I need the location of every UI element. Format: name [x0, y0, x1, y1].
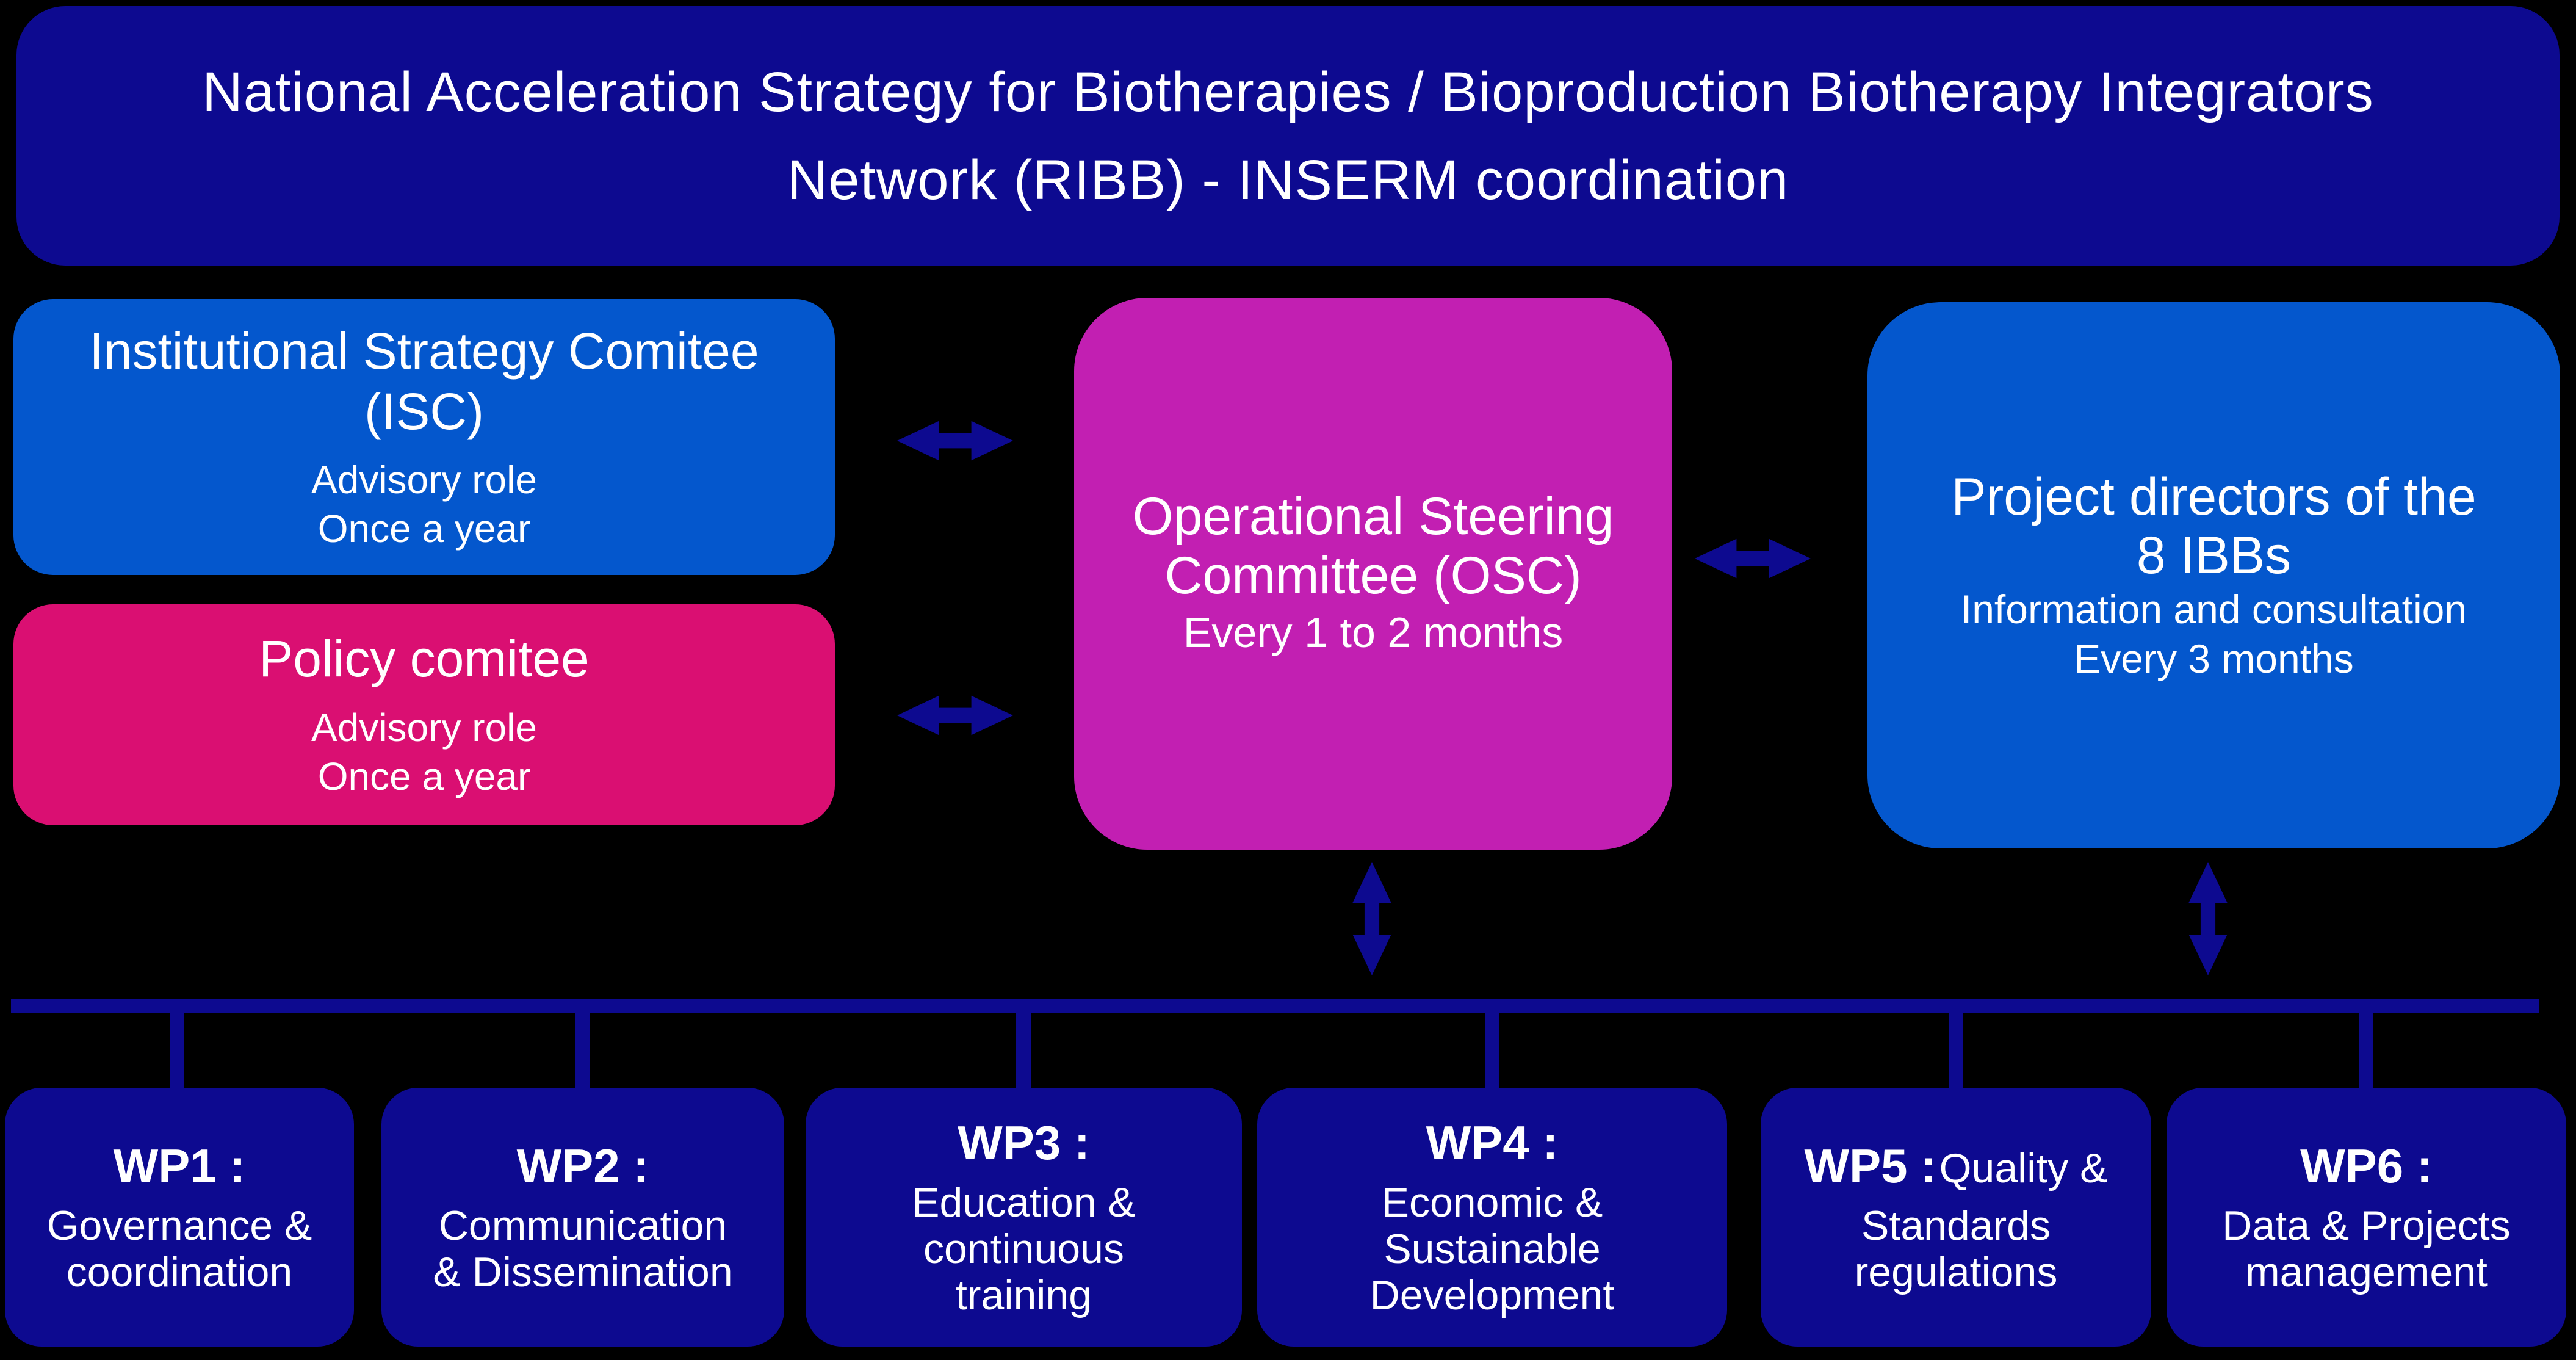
wp3-title: WP3 :	[958, 1116, 1090, 1171]
double-arrow-horizontal-icon	[897, 421, 1013, 461]
isc-body-line1: Advisory role	[311, 458, 537, 502]
wp3-box: WP3 : Education & continuous training	[806, 1088, 1242, 1347]
double-arrow-vertical-icon	[2187, 862, 2229, 975]
osc-box: Operational Steering Committee (OSC) Eve…	[1074, 298, 1672, 850]
wp3-line2: continuous	[923, 1225, 1124, 1272]
wp2-title: WP2 :	[517, 1139, 649, 1194]
policy-box: Policy comitee Advisory role Once a year	[13, 604, 835, 825]
wp1-box: WP1 : Governance & coordination	[5, 1088, 354, 1347]
wp4-connector-stem	[1485, 1012, 1499, 1090]
project-directors-box: Project directors of the 8 IBBs Informat…	[1867, 302, 2560, 848]
directors-body-line2: Every 3 months	[2074, 635, 2354, 681]
directors-body-line1: Information and consultation	[1960, 587, 2467, 632]
wp6-box: WP6 : Data & Projects management	[2167, 1088, 2566, 1347]
wp6-line2: management	[2245, 1248, 2488, 1295]
wp-connector-bar	[11, 999, 2539, 1013]
osc-title-line1: Operational Steering	[1132, 487, 1614, 546]
isc-box: Institutional Strategy Comitee (ISC) Adv…	[13, 299, 835, 575]
double-arrow-horizontal-icon	[897, 695, 1013, 736]
wp2-line2: & Dissemination	[433, 1248, 733, 1295]
wp5-inline: Quality &	[1939, 1145, 2108, 1192]
wp4-line3: Development	[1369, 1271, 1615, 1318]
wp2-box: WP2 : Communication & Dissemination	[381, 1088, 784, 1347]
wp2-connector-stem	[575, 1012, 590, 1090]
policy-title: Policy comitee	[259, 630, 590, 688]
wp6-connector-stem	[2359, 1012, 2373, 1090]
directors-title-line2: 8 IBBs	[2136, 526, 2292, 585]
wp2-line1: Communication	[438, 1202, 727, 1249]
wp4-box: WP4 : Economic & Sustainable Development	[1257, 1088, 1727, 1347]
isc-title-line2: (ISC)	[364, 383, 484, 440]
wp6-line1: Data & Projects	[2222, 1202, 2511, 1249]
wp4-line2: Sustainable	[1384, 1225, 1601, 1272]
policy-body-line1: Advisory role	[311, 705, 537, 750]
header-title-line2: Network (RIBB) - INSERM coordination	[787, 148, 1789, 211]
wp5-box: WP5 : Quality & Standards regulations	[1761, 1088, 2151, 1347]
wp6-code: WP6 :	[2300, 1139, 2433, 1193]
wp5-title: WP5 : Quality &	[1804, 1139, 2107, 1194]
osc-title-line2: Committee (OSC)	[1164, 546, 1582, 605]
wp5-line2: regulations	[1854, 1248, 2058, 1295]
wp5-code: WP5 :	[1804, 1139, 1937, 1193]
wp3-line3: training	[955, 1271, 1092, 1318]
wp4-code: WP4 :	[1426, 1115, 1559, 1170]
wp6-title: WP6 :	[2300, 1139, 2433, 1194]
wp4-line1: Economic &	[1381, 1179, 1603, 1226]
double-arrow-horizontal-icon	[1695, 538, 1811, 579]
wp5-connector-stem	[1949, 1012, 1963, 1090]
wp4-title: WP4 :	[1426, 1116, 1559, 1171]
double-arrow-vertical-icon	[1351, 862, 1393, 975]
wp1-line1: Governance &	[46, 1202, 312, 1249]
wp1-connector-stem	[170, 1012, 184, 1090]
wp1-title: WP1 :	[114, 1139, 246, 1194]
wp2-code: WP2 :	[516, 1139, 649, 1193]
wp5-line1: Standards	[1861, 1202, 2051, 1249]
wp3-connector-stem	[1016, 1012, 1031, 1090]
directors-title-line1: Project directors of the	[1951, 467, 2477, 526]
isc-title-line1: Institutional Strategy Comitee	[89, 322, 759, 380]
policy-body-line2: Once a year	[317, 754, 531, 798]
header-banner: National Acceleration Strategy for Bioth…	[16, 6, 2560, 266]
wp1-code: WP1 :	[113, 1139, 246, 1193]
isc-body-line2: Once a year	[317, 507, 531, 551]
osc-body-line1: Every 1 to 2 months	[1183, 608, 1564, 656]
wp3-code: WP3 :	[958, 1115, 1090, 1170]
wp3-line1: Education &	[912, 1179, 1136, 1226]
header-title-line1: National Acceleration Strategy for Bioth…	[202, 60, 2374, 123]
wp1-line2: coordination	[66, 1248, 293, 1295]
